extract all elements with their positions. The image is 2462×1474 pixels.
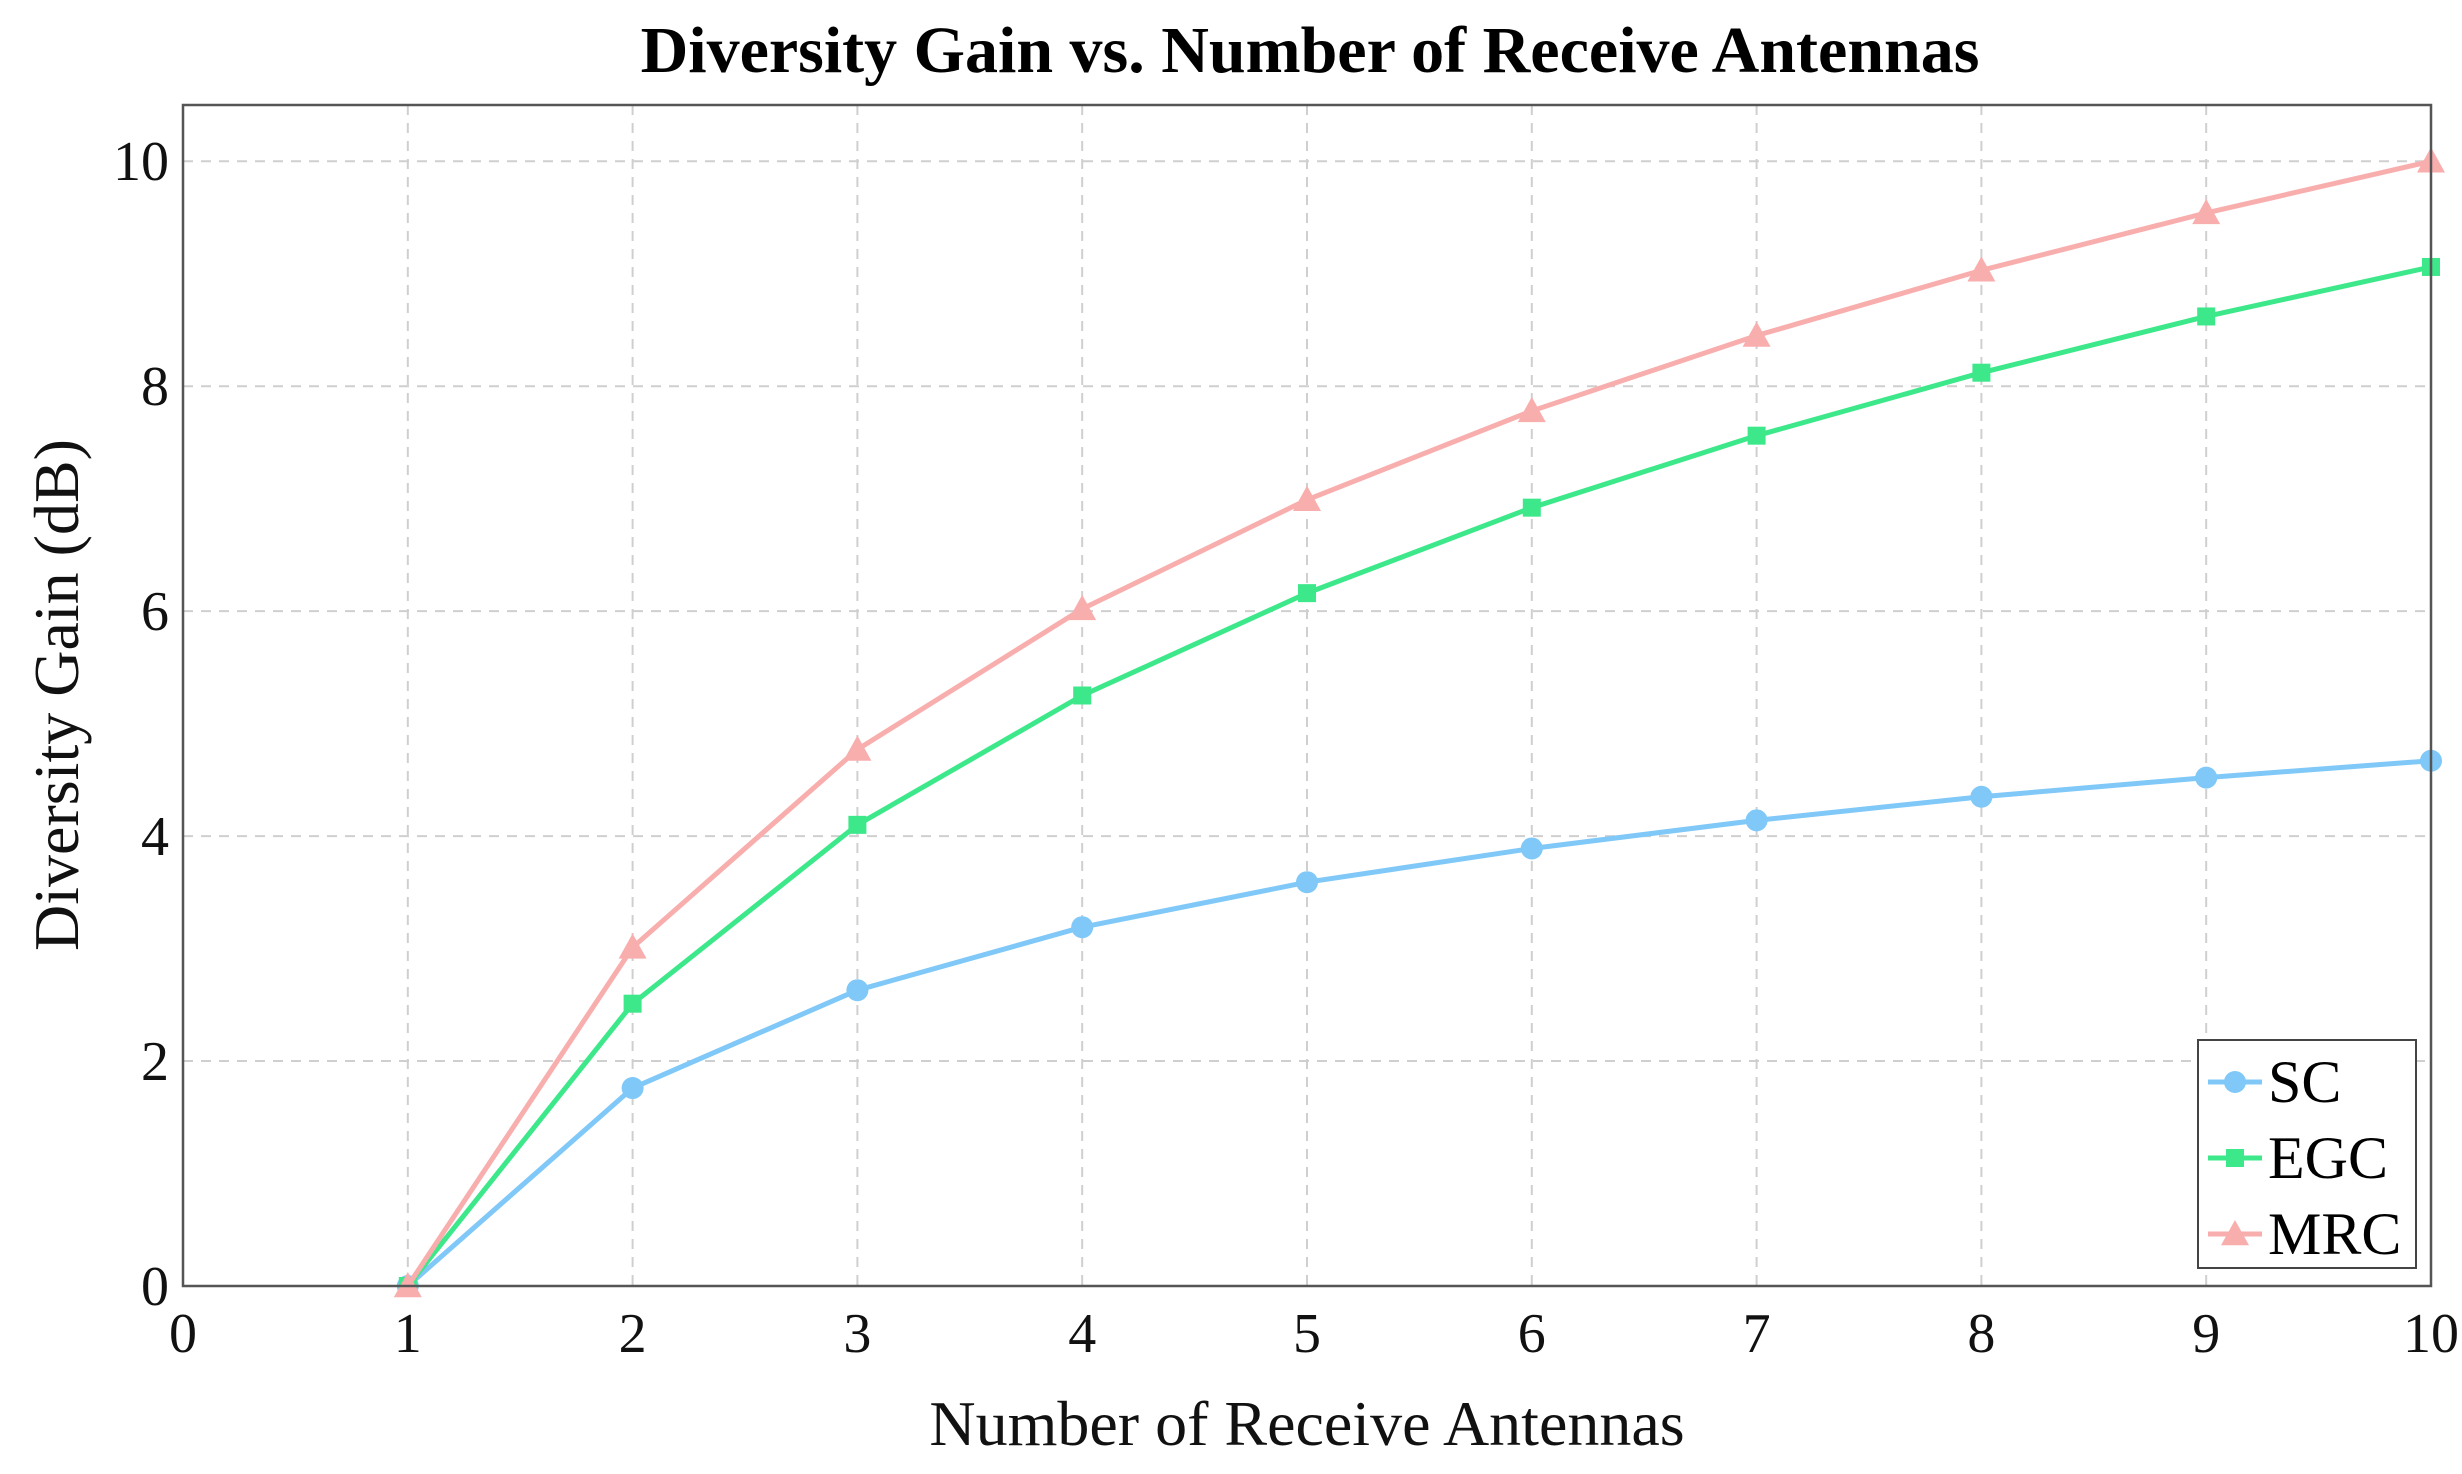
series-line-mrc: [405, 158, 2432, 1288]
data-point-mrc: [843, 735, 872, 761]
data-point-sc: [846, 979, 869, 1002]
y-tick-label: 0: [141, 1256, 169, 1318]
data-point-sc: [621, 1077, 644, 1100]
y-tick-label: 2: [141, 1031, 169, 1093]
data-point-sc: [1296, 871, 1318, 894]
x-tick-label: 3: [843, 1303, 871, 1365]
x-tick-label: 9: [2192, 1303, 2220, 1365]
x-tick-label: 6: [1518, 1303, 1546, 1365]
data-point-sc: [2195, 766, 2218, 789]
y-tick-label: 8: [141, 356, 169, 418]
series-line-egc: [405, 264, 2432, 1288]
x-tick-label: 1: [394, 1303, 422, 1365]
data-point-mrc: [1068, 594, 1097, 621]
series-sc: [396, 749, 2442, 1297]
series-mrc: [393, 147, 2445, 1298]
x-tick-label: 0: [169, 1303, 197, 1365]
y-axis-label: Diversity Gain (dB): [21, 439, 92, 951]
data-point-sc: [1745, 809, 1768, 832]
data-point-egc: [1972, 363, 1991, 382]
x-tick-label: 5: [1293, 1303, 1321, 1365]
data-point-mrc: [1517, 396, 1546, 423]
data-point-egc: [1747, 426, 1766, 445]
y-tick-label: 6: [141, 581, 169, 643]
data-point-egc: [1073, 686, 1092, 705]
y-tick-label: 4: [141, 806, 169, 868]
series-egc: [398, 257, 2440, 1295]
data-point-sc: [1071, 916, 1094, 939]
data-series: [393, 147, 2445, 1298]
legend: SC EGC MRC: [2197, 1039, 2417, 1269]
data-point-egc: [1298, 584, 1316, 603]
x-tick-label: 8: [1967, 1303, 1995, 1365]
chart-title: Diversity Gain vs. Number of Receive Ant…: [641, 14, 1980, 87]
x-tick-label: 7: [1743, 1303, 1771, 1365]
data-point-mrc: [1967, 256, 1996, 282]
legend-swatch-marker: [2224, 1071, 2246, 1093]
data-point-mrc: [2192, 198, 2221, 225]
series-line-sc: [406, 758, 2432, 1288]
legend-label: SC: [2268, 1049, 2341, 1115]
data-point-sc: [1970, 785, 1993, 808]
legend-item-sc: SC: [2208, 1049, 2341, 1115]
x-tick-label: 2: [619, 1303, 647, 1365]
tick-labels: 0 1 2 3 4 5 6 7 8 9 10 0 2 4 6 8 10: [113, 131, 2459, 1365]
data-point-mrc: [1293, 485, 1321, 511]
data-point-mrc: [1742, 321, 1771, 347]
grid-lines: [182, 105, 2432, 1286]
data-point-egc: [623, 994, 642, 1013]
data-point-mrc: [393, 1272, 422, 1298]
data-point-egc: [2197, 307, 2216, 326]
data-point-egc: [1522, 498, 1541, 517]
x-axis-label: Number of Receive Antennas: [929, 1388, 1684, 1459]
data-point-sc: [1520, 837, 1543, 860]
legend-item-mrc: MRC: [2208, 1201, 2401, 1267]
legend-swatch-marker: [2226, 1149, 2244, 1167]
legend-item-egc: EGC: [2208, 1125, 2388, 1191]
y-tick-label: 10: [113, 131, 169, 193]
plot-frame: [181, 103, 2433, 1288]
x-tick-label: 4: [1068, 1303, 1096, 1365]
data-point-mrc: [618, 933, 647, 959]
x-tick-label: 10: [2403, 1303, 2459, 1365]
legend-label: EGC: [2268, 1125, 2388, 1191]
legend-label: MRC: [2268, 1201, 2401, 1267]
legend-swatch-marker: [2221, 1220, 2249, 1246]
data-point-egc: [848, 815, 867, 834]
